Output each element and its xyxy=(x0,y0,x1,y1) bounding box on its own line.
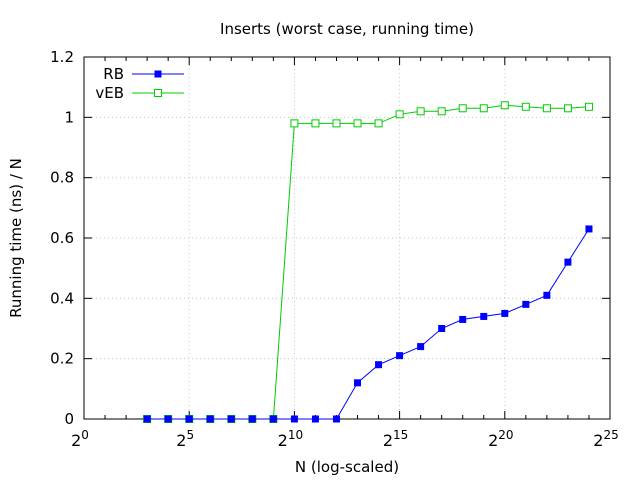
y-axis: 0 0.2 0.4 0.6 0.8 1 1.2 xyxy=(50,48,610,428)
x-tick-exponent: 20 xyxy=(498,428,513,442)
data-point-RB xyxy=(501,309,509,317)
data-point-RB xyxy=(185,415,193,423)
data-point-vEB xyxy=(416,107,425,116)
series-layer xyxy=(143,101,593,423)
data-point-vEB xyxy=(458,104,467,113)
x-axis-label: N (log-scaled) xyxy=(295,458,399,476)
data-point-vEB xyxy=(584,102,593,111)
data-point-RB xyxy=(522,300,530,308)
data-point-RB xyxy=(585,225,593,233)
legend-marker xyxy=(154,70,162,78)
x-tick-exponent: 0 xyxy=(81,428,89,442)
data-point-RB xyxy=(417,343,425,351)
data-point-RB xyxy=(248,415,256,423)
data-point-RB xyxy=(543,291,551,299)
data-point-RB xyxy=(396,352,404,360)
data-point-RB xyxy=(375,361,383,369)
legend-label: RB xyxy=(103,65,124,83)
y-tick-label: 1 xyxy=(64,108,74,126)
chart-title: Inserts (worst case, running time) xyxy=(220,20,474,38)
data-point-vEB xyxy=(563,104,572,113)
plot-frame xyxy=(83,56,611,420)
y-tick-label: 0.2 xyxy=(50,350,74,368)
x-tick-base: 2 xyxy=(488,431,498,450)
data-point-RB xyxy=(206,415,214,423)
data-point-vEB xyxy=(542,104,551,113)
series-RB xyxy=(143,225,593,423)
data-point-RB xyxy=(269,415,277,423)
x-tick-label: 215 xyxy=(383,428,408,450)
data-point-vEB xyxy=(311,119,320,128)
data-point-RB xyxy=(480,312,488,320)
x-tick-base: 2 xyxy=(71,431,81,450)
x-tick-exponent: 25 xyxy=(603,428,618,442)
x-tick-base: 2 xyxy=(593,431,603,450)
data-point-RB xyxy=(290,415,298,423)
series-line-vEB xyxy=(147,104,590,420)
x-tick-exponent: 15 xyxy=(393,428,408,442)
x-tick-exponent: 10 xyxy=(288,428,303,442)
data-point-vEB xyxy=(500,101,509,110)
legend-label: vEB xyxy=(95,84,124,102)
x-tick-base: 2 xyxy=(278,431,288,450)
data-point-vEB xyxy=(521,102,530,111)
x-tick-label: 20 xyxy=(71,428,89,450)
data-point-vEB xyxy=(374,119,383,128)
data-point-RB xyxy=(354,379,362,387)
y-tick-label: 0.4 xyxy=(50,289,74,307)
data-point-vEB xyxy=(479,104,488,113)
x-axis: 20 25 210 215 220 225 xyxy=(71,57,619,450)
x-tick-base: 2 xyxy=(383,431,393,450)
y-tick-label: 0.8 xyxy=(50,169,74,187)
y-axis-label: Running time (ns) / N xyxy=(7,158,25,318)
data-point-vEB xyxy=(437,107,446,116)
data-point-vEB xyxy=(332,119,341,128)
series-line-RB xyxy=(147,228,590,420)
y-tick-label: 0 xyxy=(64,410,74,428)
x-tick-base: 2 xyxy=(176,431,186,450)
data-point-vEB xyxy=(353,119,362,128)
legend-marker xyxy=(154,89,162,97)
x-tick-label: 225 xyxy=(593,428,618,450)
x-tick-exponent: 5 xyxy=(186,428,194,442)
x-tick-label: 210 xyxy=(278,428,303,450)
data-point-RB xyxy=(438,325,446,332)
data-point-RB xyxy=(564,258,572,266)
data-point-RB xyxy=(143,415,151,423)
data-point-RB xyxy=(311,415,319,423)
data-point-vEB xyxy=(395,110,404,119)
data-point-RB xyxy=(459,315,467,323)
data-point-RB xyxy=(332,415,340,423)
grid xyxy=(84,57,610,419)
x-tick-label: 25 xyxy=(176,428,194,450)
data-point-vEB xyxy=(290,119,299,128)
y-tick-label: 0.6 xyxy=(50,229,74,247)
y-tick-label: 1.2 xyxy=(50,48,74,66)
data-point-RB xyxy=(227,415,235,423)
x-tick-label: 220 xyxy=(488,428,513,450)
data-point-RB xyxy=(164,415,172,423)
